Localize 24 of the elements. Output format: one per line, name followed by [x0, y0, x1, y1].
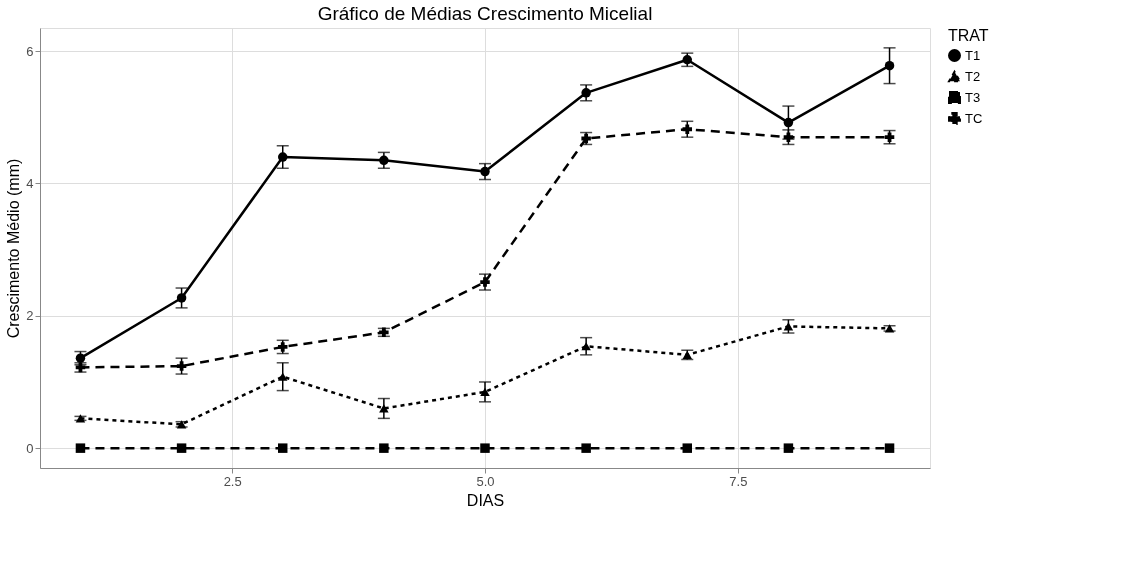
y-tick-label: 0: [26, 440, 34, 456]
point: [277, 443, 288, 453]
legend-title: TRAT: [948, 27, 989, 44]
x-axis-title: DIAS: [466, 491, 505, 509]
point: [480, 443, 490, 453]
point: [379, 443, 389, 453]
point: [783, 443, 794, 453]
point: [884, 443, 895, 453]
point: [682, 443, 693, 453]
x-tick-label: 2.5: [223, 473, 242, 489]
legend-label: TC: [965, 110, 983, 126]
y-tick-label: 6: [26, 43, 34, 59]
x-tick-label: 7.5: [729, 473, 748, 489]
y-axis-title: Crescimento Médio (mm): [5, 158, 23, 339]
x-tick-label: 5.0: [476, 473, 495, 489]
point: [176, 443, 187, 453]
y-tick-label: 4: [26, 175, 34, 191]
legend-label: T2: [965, 68, 981, 84]
chart-title: Gráfico de Médias Crescimento Micelial: [317, 3, 653, 24]
legend-label: T1: [965, 47, 981, 63]
y-tick-label: 2: [26, 308, 34, 324]
point: [581, 443, 591, 453]
point: [75, 443, 86, 453]
legend-label: T3: [965, 89, 981, 105]
